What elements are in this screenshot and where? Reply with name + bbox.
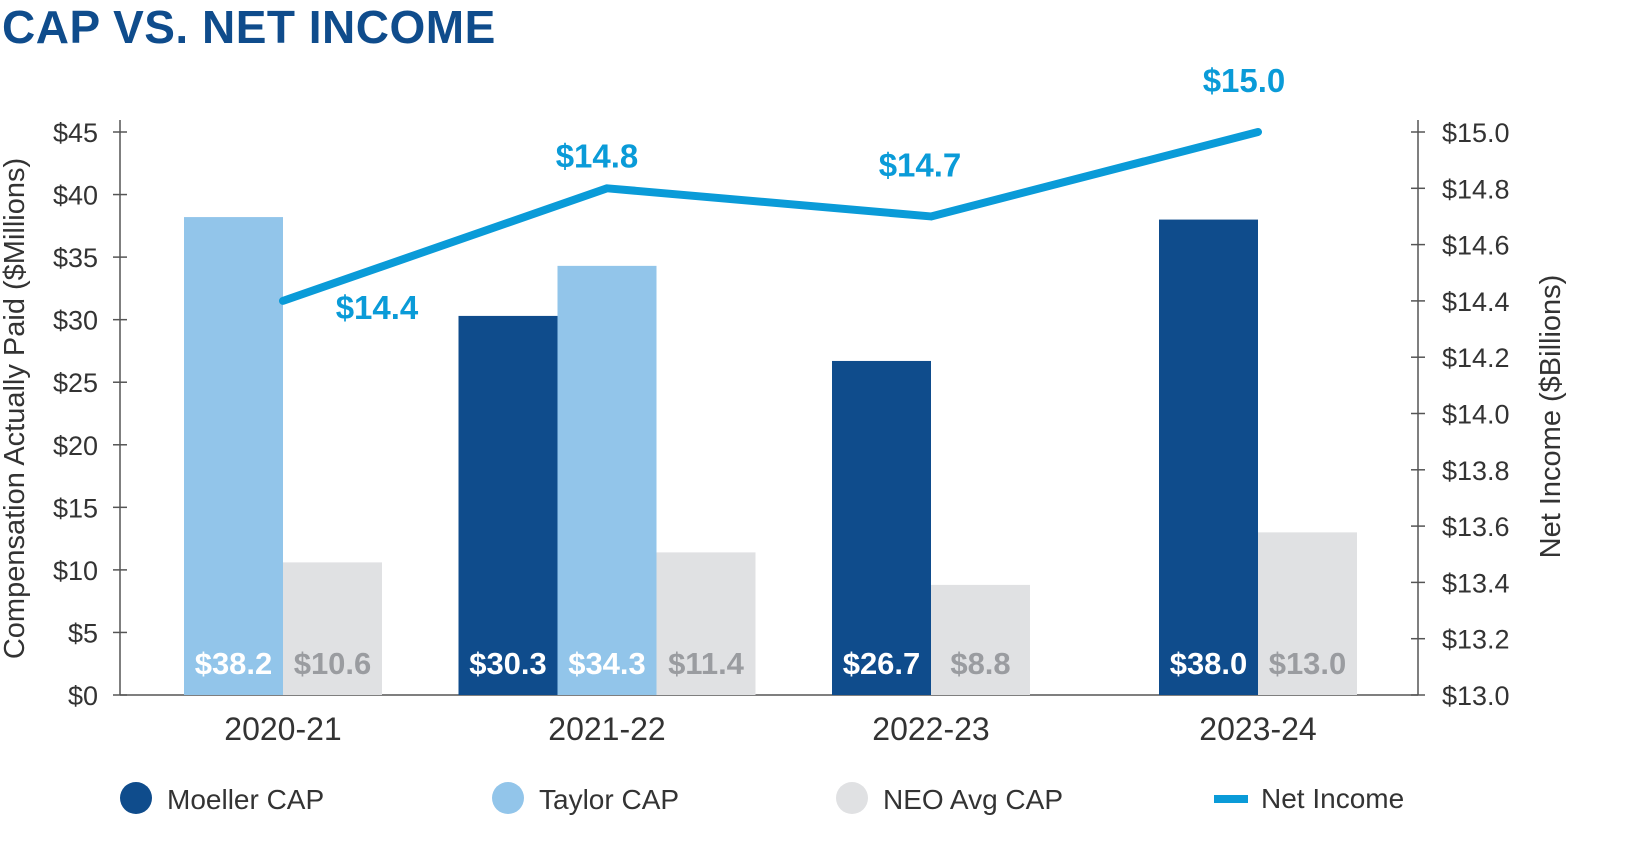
- bar-neo-avg-cap: [1258, 532, 1357, 695]
- bar-label-neo-avg-cap: $13.0: [1269, 646, 1347, 681]
- net-income-point: [280, 297, 286, 304]
- y-tick-label: $45: [53, 118, 98, 148]
- bar-neo-avg-cap: [283, 562, 382, 695]
- bar-label-taylor-cap: $34.3: [568, 646, 646, 681]
- y2-tick-label: $14.6: [1442, 231, 1510, 261]
- net-income-label: $15.0: [1203, 62, 1286, 99]
- bar-label-taylor-cap: $38.2: [195, 646, 273, 681]
- y-tick-label: $20: [53, 431, 98, 461]
- y-axis-label: Compensation Actually Paid ($Millions): [0, 158, 31, 659]
- net-income-point: [604, 185, 610, 192]
- x-tick-label: 2021-22: [548, 711, 665, 747]
- bar-label-moeller-cap: $38.0: [1170, 646, 1248, 681]
- legend-label-net-income: Net Income: [1261, 783, 1404, 814]
- y2-tick-label: $13.2: [1442, 625, 1510, 655]
- net-income-point: [928, 213, 934, 220]
- y2-tick-label: $13.6: [1442, 512, 1510, 542]
- net-income-label: $14.7: [879, 146, 962, 183]
- y2-tick-label: $14.0: [1442, 400, 1510, 430]
- y-tick-label: $35: [53, 243, 98, 273]
- legend: Moeller CAP Taylor CAP NEO Avg CAP Net Inco…: [120, 782, 1404, 815]
- net-income-line: [279, 128, 1262, 305]
- legend-label-taylor-cap: Taylor CAP: [539, 784, 679, 815]
- bar-moeller-cap: [832, 360, 931, 695]
- bar-labels: $38.2 $10.6 $30.3 $34.3 $11.4 $26.7 $8.8 $38.0 $…: [195, 646, 1347, 681]
- bar-taylor-cap: [557, 265, 657, 695]
- x-tick-label: 2020-21: [224, 711, 341, 747]
- y2-tick-label: $13.8: [1442, 456, 1510, 486]
- right-axis-ticks: $13.0 $13.2 $13.4 $13.6 $13.8 $14.0 $14.2 $14.4…: [1411, 118, 1510, 711]
- y2-axis-label: Net Income ($Billions): [1535, 275, 1567, 559]
- bar-taylor-cap: [184, 217, 283, 695]
- bars: [184, 217, 1357, 696]
- y-tick-label: $25: [53, 368, 98, 398]
- y2-tick-label: $13.4: [1442, 568, 1510, 598]
- legend-swatch-taylor-cap: [492, 782, 524, 814]
- y-tick-label: $40: [53, 181, 98, 211]
- y-tick-label: $0: [68, 681, 98, 711]
- x-tick-label: 2023-24: [1199, 711, 1316, 747]
- net-income-point: [1255, 129, 1261, 135]
- left-axis-ticks: $0 $5 $10 $15 $20 $25 $30 $35 $40 $45: [53, 118, 127, 711]
- y2-tick-label: $13.0: [1442, 681, 1510, 711]
- y-tick-label: $15: [53, 493, 98, 523]
- net-income-line-layer: $14.4 $14.8 $14.7 $15.0: [279, 62, 1286, 326]
- bar-neo-avg-cap: [656, 552, 756, 695]
- y2-tick-label: $14.4: [1442, 287, 1510, 317]
- x-tick-label: 2022-23: [872, 711, 989, 747]
- x-axis-ticks: 2020-21 2021-22 2022-23 2023-24: [224, 711, 1316, 747]
- y-tick-label: $5: [68, 618, 98, 648]
- y2-tick-label: $14.8: [1442, 174, 1510, 204]
- bar-label-neo-avg-cap: $11.4: [668, 646, 745, 681]
- legend-label-moeller-cap: Moeller CAP: [167, 784, 324, 815]
- y-tick-label: $10: [53, 556, 98, 586]
- legend-label-neo-avg-cap: NEO Avg CAP: [883, 784, 1063, 815]
- y2-tick-label: $14.2: [1442, 343, 1510, 373]
- bar-moeller-cap: [458, 315, 558, 695]
- net-income-label: $14.8: [556, 137, 639, 174]
- y2-tick-label: $15.0: [1442, 118, 1510, 148]
- legend-swatch-neo-avg-cap: [836, 782, 868, 814]
- y-tick-label: $30: [53, 306, 98, 336]
- chart-title: CAP VS. NET INCOME: [2, 1, 496, 53]
- net-income-label: $14.4: [336, 289, 419, 326]
- bar-label-moeller-cap: $26.7: [843, 646, 921, 681]
- bar-moeller-cap: [1159, 219, 1258, 696]
- bar-neo-avg-cap: [931, 584, 1030, 695]
- legend-swatch-moeller-cap: [120, 782, 152, 814]
- bar-label-moeller-cap: $30.3: [469, 646, 547, 681]
- bar-label-neo-avg-cap: $10.6: [294, 646, 372, 681]
- bar-label-neo-avg-cap: $8.8: [950, 646, 1010, 681]
